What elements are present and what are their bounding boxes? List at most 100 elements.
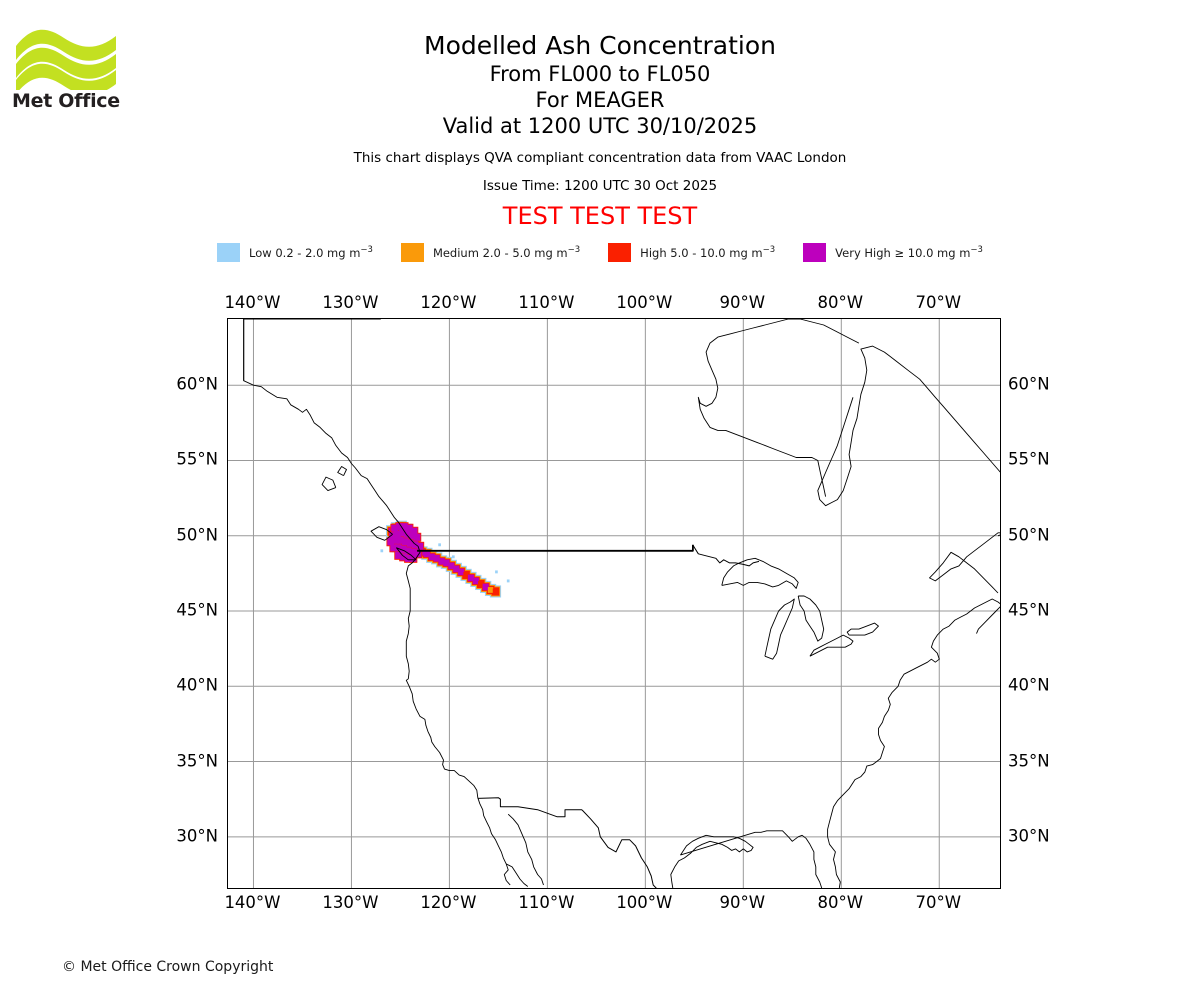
ash-cell-very-high (414, 550, 422, 558)
lat-tick-right: 55°N (1008, 449, 1050, 469)
coastline-island-1 (370, 526, 393, 541)
met-office-wave-mark (16, 29, 116, 95)
coastline-stlawrence (929, 532, 1000, 594)
lat-tick-left: 55°N (176, 449, 218, 469)
ash-cell-high (478, 581, 484, 587)
flight-level-line: From FL000 to FL050 (489, 62, 711, 86)
gridlines (228, 319, 1000, 888)
ash-cell-very-high (390, 544, 397, 552)
legend-label-high: High 5.0 - 10.0 mg m−3 (640, 245, 776, 260)
legend-label-low: Low 0.2 - 2.0 mg m−3 (249, 245, 373, 260)
coastline-pacific (243, 319, 511, 886)
lat-tick-left: 45°N (176, 600, 218, 620)
met-office-logo: Met Office (12, 20, 120, 112)
lon-tick-bottom: 80°W (817, 893, 864, 912)
lon-tick-top: 90°W (719, 293, 766, 312)
ash-cell-low (438, 543, 441, 547)
test-banner: TEST TEST TEST (502, 202, 698, 230)
coastline-baja_east (505, 863, 529, 887)
lat-tick-left: 35°N (176, 751, 218, 771)
legend-item-low: Low 0.2 - 2.0 mg m−3 (217, 243, 373, 262)
coastline-hudson_north (697, 319, 860, 497)
lat-tick-right: 30°N (1008, 826, 1050, 846)
lon-tick-bottom: 140°W (224, 893, 281, 912)
copyright-notice: © Met Office Crown Copyright (62, 959, 274, 975)
ash-cell-low (380, 549, 384, 553)
lon-tick-top: 110°W (518, 293, 575, 312)
ash-cell-very-high (443, 559, 450, 567)
logo-wave-1 (16, 29, 116, 61)
ash-cell-very-high (391, 524, 398, 532)
ash-cell-very-high (394, 530, 401, 538)
legend-item-very-high: Very High ≥ 10.0 mg m−3 (803, 243, 983, 262)
ash-cell-very-high (448, 562, 455, 570)
ash-cell-very-high (409, 554, 417, 562)
ash-cell-very-high (406, 539, 414, 547)
volcano-line: For MEAGER (535, 88, 665, 112)
coastline-island-4 (337, 466, 347, 476)
lon-tick-bottom: 130°W (322, 893, 379, 912)
lat-tick-right: 45°N (1008, 600, 1050, 620)
coastline-island-3 (321, 476, 337, 492)
legend-swatch-high (608, 243, 632, 262)
lon-tick-bottom: 110°W (518, 893, 575, 912)
coastline-huron (797, 595, 825, 642)
qva-note: This chart displays QVA compliant concen… (353, 150, 847, 166)
ash-cell-very-high (408, 532, 416, 540)
concentration-legend: Low 0.2 - 2.0 mg m−3 Medium 2.0 - 5.0 mg … (0, 243, 1200, 262)
coastline-layer (243, 319, 1000, 888)
ash-cell-low (451, 555, 455, 559)
ash-cell-very-high (395, 551, 402, 559)
ash-cell-very-high (472, 577, 479, 585)
map-plot-area (227, 318, 1001, 889)
legend-swatch-very-high (803, 243, 827, 262)
lon-tick-top: 80°W (817, 293, 864, 312)
border-parallel49 (417, 544, 694, 552)
ash-cell-high (463, 572, 469, 578)
lon-tick-bottom: 120°W (420, 893, 477, 912)
logo-wave-3 (16, 63, 116, 95)
ash-cell-very-high (395, 544, 402, 552)
issue-time: Issue Time: 1200 UTC 30 Oct 2025 (482, 178, 718, 194)
ash-cell-very-high (399, 529, 406, 537)
lon-tick-top: 120°W (420, 293, 477, 312)
page-title: Modelled Ash Concentration (424, 31, 776, 60)
ash-cell-very-high (389, 532, 396, 540)
ash-cell-very-high (404, 547, 412, 555)
ash-cell-very-high (400, 545, 407, 553)
ash-cell-very-high (423, 550, 430, 558)
lon-tick-bottom: 100°W (616, 893, 673, 912)
lon-tick-top: 70°W (915, 293, 962, 312)
lat-tick-left: 30°N (176, 826, 218, 846)
coastline-erie_ontario (809, 634, 854, 657)
legend-label-very-high: Very High ≥ 10.0 mg m−3 (835, 245, 983, 260)
legend-swatch-medium (400, 243, 424, 262)
ash-cell-very-high (400, 553, 407, 561)
ash-concentration-map (228, 319, 1000, 888)
ash-cell-very-high (433, 555, 440, 562)
border-lakes_border (692, 544, 760, 567)
ash-cell-low (506, 579, 510, 583)
ash-cell-very-high (387, 538, 394, 546)
ash-cell-very-high (467, 574, 475, 582)
ash-cell-very-high (413, 533, 421, 541)
met-office-wordmark: Met Office (12, 90, 120, 112)
coastline-ontario_lake (846, 622, 879, 636)
ash-plume-layer (380, 520, 510, 598)
ash-cell-very-high (392, 536, 399, 544)
coastline-island-2 (396, 547, 417, 561)
ash-cell-very-high (405, 524, 413, 532)
ash-cell-very-high (416, 542, 424, 550)
lon-tick-bottom: 70°W (915, 893, 962, 912)
ash-cell-very-high (402, 538, 409, 546)
ash-cell-very-high (428, 553, 435, 561)
ash-cell-low (495, 570, 498, 574)
legend-swatch-low (217, 243, 241, 262)
ash-cell-high (492, 588, 499, 595)
lon-tick-top: 140°W (224, 293, 281, 312)
coastline-labrador (817, 345, 1000, 507)
ash-cell-very-high (404, 554, 412, 562)
border-mexico (477, 797, 657, 888)
header-block: Modelled Ash Concentration From FL000 to… (0, 0, 1200, 230)
ash-cell-very-high (403, 530, 411, 538)
